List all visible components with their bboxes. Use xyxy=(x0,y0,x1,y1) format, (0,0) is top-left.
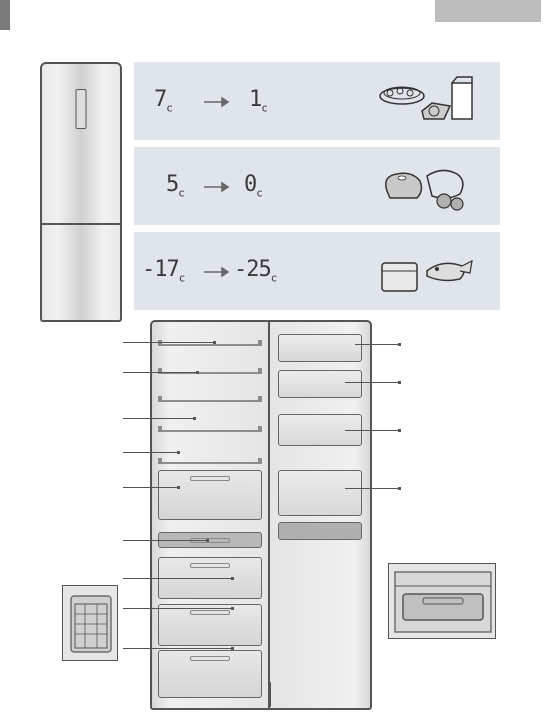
callout-line xyxy=(345,430,400,431)
crisper-drawer xyxy=(158,470,262,520)
freezer-drawer xyxy=(158,650,262,698)
food-bread-veg-icon xyxy=(372,156,482,216)
temperature-panel: 7c 1c 5c 0c xyxy=(134,62,500,312)
callout-line xyxy=(123,578,233,579)
temp-from: 5c xyxy=(166,172,184,199)
fridge-interior-body xyxy=(150,320,270,710)
arrow-icon xyxy=(202,96,232,108)
callout-line-vertical xyxy=(270,682,271,707)
callout-line xyxy=(345,382,400,383)
fridge-door-interior xyxy=(268,320,372,710)
header-placeholder-box xyxy=(435,0,541,22)
open-fridge-illustration xyxy=(150,320,372,710)
food-dairy-icon xyxy=(372,71,482,131)
callout-line xyxy=(355,344,400,345)
door-bin xyxy=(278,334,362,362)
door-bin xyxy=(278,370,362,398)
closed-fridge-illustration xyxy=(40,62,122,322)
arrow-icon xyxy=(202,266,232,278)
callout-line xyxy=(123,418,195,419)
callout-line xyxy=(123,540,208,541)
temp-row-freezer: -17c -25c xyxy=(134,232,500,310)
callout-line xyxy=(123,372,198,373)
freezer-drawer xyxy=(158,604,262,646)
temp-to: 1c xyxy=(249,87,267,114)
callout-line xyxy=(345,488,400,489)
callout-line xyxy=(123,648,233,649)
callout-line xyxy=(123,608,233,609)
food-fish-frozen-icon xyxy=(372,241,482,301)
callout-line xyxy=(123,342,215,343)
arrow-icon xyxy=(202,181,232,193)
fridge-display-panel xyxy=(76,89,87,129)
temp-row-chiller: 5c 0c xyxy=(134,147,500,225)
callout-line xyxy=(123,452,179,453)
drawer-inset xyxy=(388,563,496,639)
temp-to: 0c xyxy=(244,172,262,199)
door-bottle-bin xyxy=(278,470,362,516)
ice-tray-inset xyxy=(62,585,118,661)
callout-line xyxy=(123,487,179,488)
temp-to: -25c xyxy=(234,257,276,284)
door-lower-bin xyxy=(278,522,362,540)
temp-from: -17c xyxy=(142,257,184,284)
page-tab-marker xyxy=(0,0,10,30)
temp-from: 7c xyxy=(154,87,172,114)
temp-row-fridge: 7c 1c xyxy=(134,62,500,140)
